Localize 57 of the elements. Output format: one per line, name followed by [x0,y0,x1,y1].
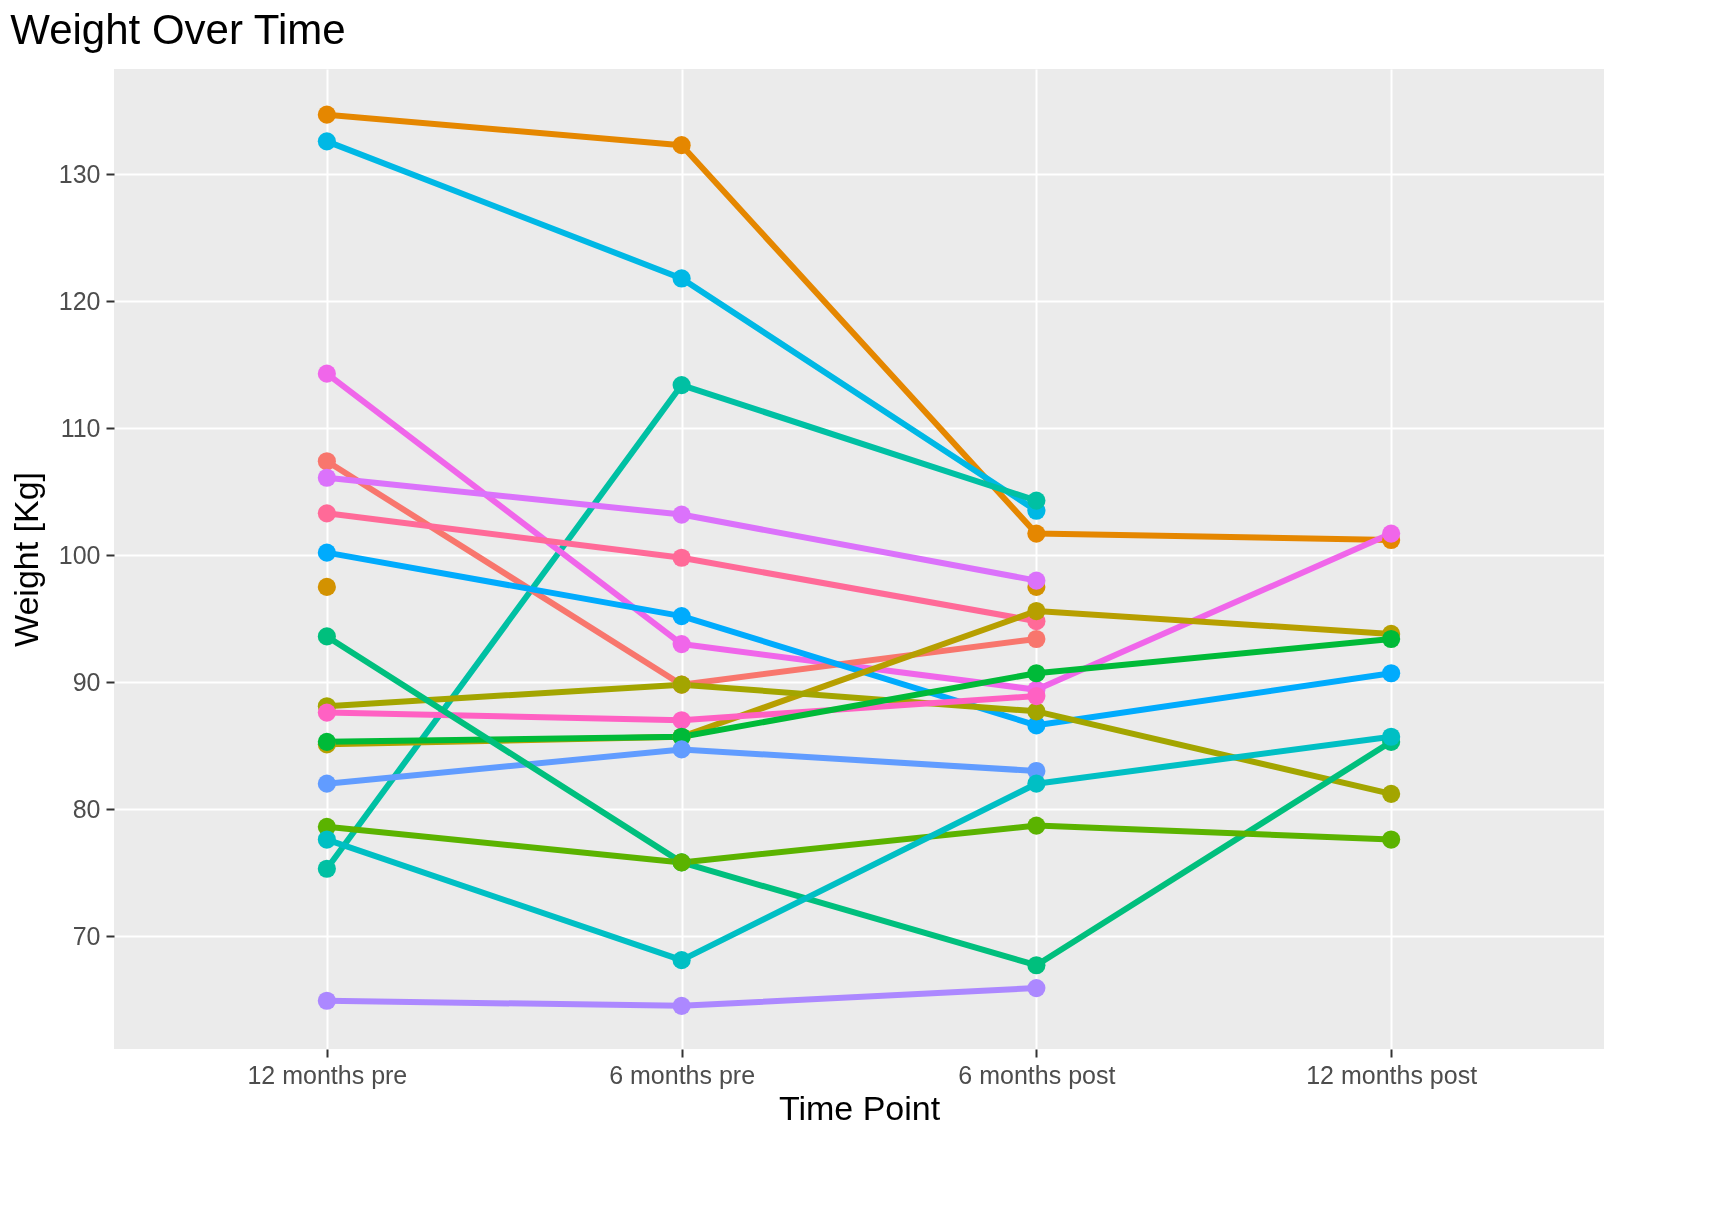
point [1382,524,1401,543]
point [1027,601,1046,621]
point [672,996,691,1015]
point [1382,784,1401,803]
point [317,364,336,383]
point [1382,629,1401,649]
x-tick-label: 6 months post [958,1060,1116,1089]
y-tick-label: 110 [60,413,101,442]
point [317,132,336,151]
point [1027,979,1046,998]
point [1027,664,1046,683]
point [672,951,691,970]
point [317,468,336,487]
point [317,703,336,722]
point [317,859,336,878]
point [317,577,336,596]
point [317,830,336,849]
y-axis-title: Weight [Kg] [6,471,45,648]
point [317,627,336,646]
point [1027,524,1046,543]
point [1027,816,1046,835]
point [1382,830,1401,849]
y-tick-label: 70 [72,921,101,950]
point [317,991,336,1010]
y-tick-label: 100 [58,540,101,569]
point [672,740,691,759]
point [317,774,336,793]
point [672,376,691,395]
y-tick-label: 130 [58,159,101,188]
x-tick-label: 12 months post [1306,1060,1478,1089]
point [672,269,691,288]
point [672,634,691,654]
point [1027,687,1046,706]
point [672,505,691,524]
point [317,105,336,124]
point [317,504,336,523]
point [317,452,336,471]
point [1027,629,1046,649]
y-tick-label: 80 [72,794,101,823]
point [672,548,691,567]
point [672,136,691,155]
x-axis-title: Time Point [778,1088,941,1127]
point [317,543,336,562]
point [672,711,691,730]
x-tick-label: 6 months pre [609,1060,756,1089]
point [672,607,691,626]
point [1027,571,1046,590]
point [1027,491,1046,510]
point [1027,702,1046,721]
y-tick-label: 120 [58,286,101,315]
point [1027,956,1046,975]
y-tick-label: 90 [72,667,101,696]
point [1382,664,1401,683]
chart-title: Weight Over Time [10,6,346,53]
point [1382,727,1401,746]
point [1027,774,1046,793]
x-tick-label: 12 months pre [247,1060,408,1089]
